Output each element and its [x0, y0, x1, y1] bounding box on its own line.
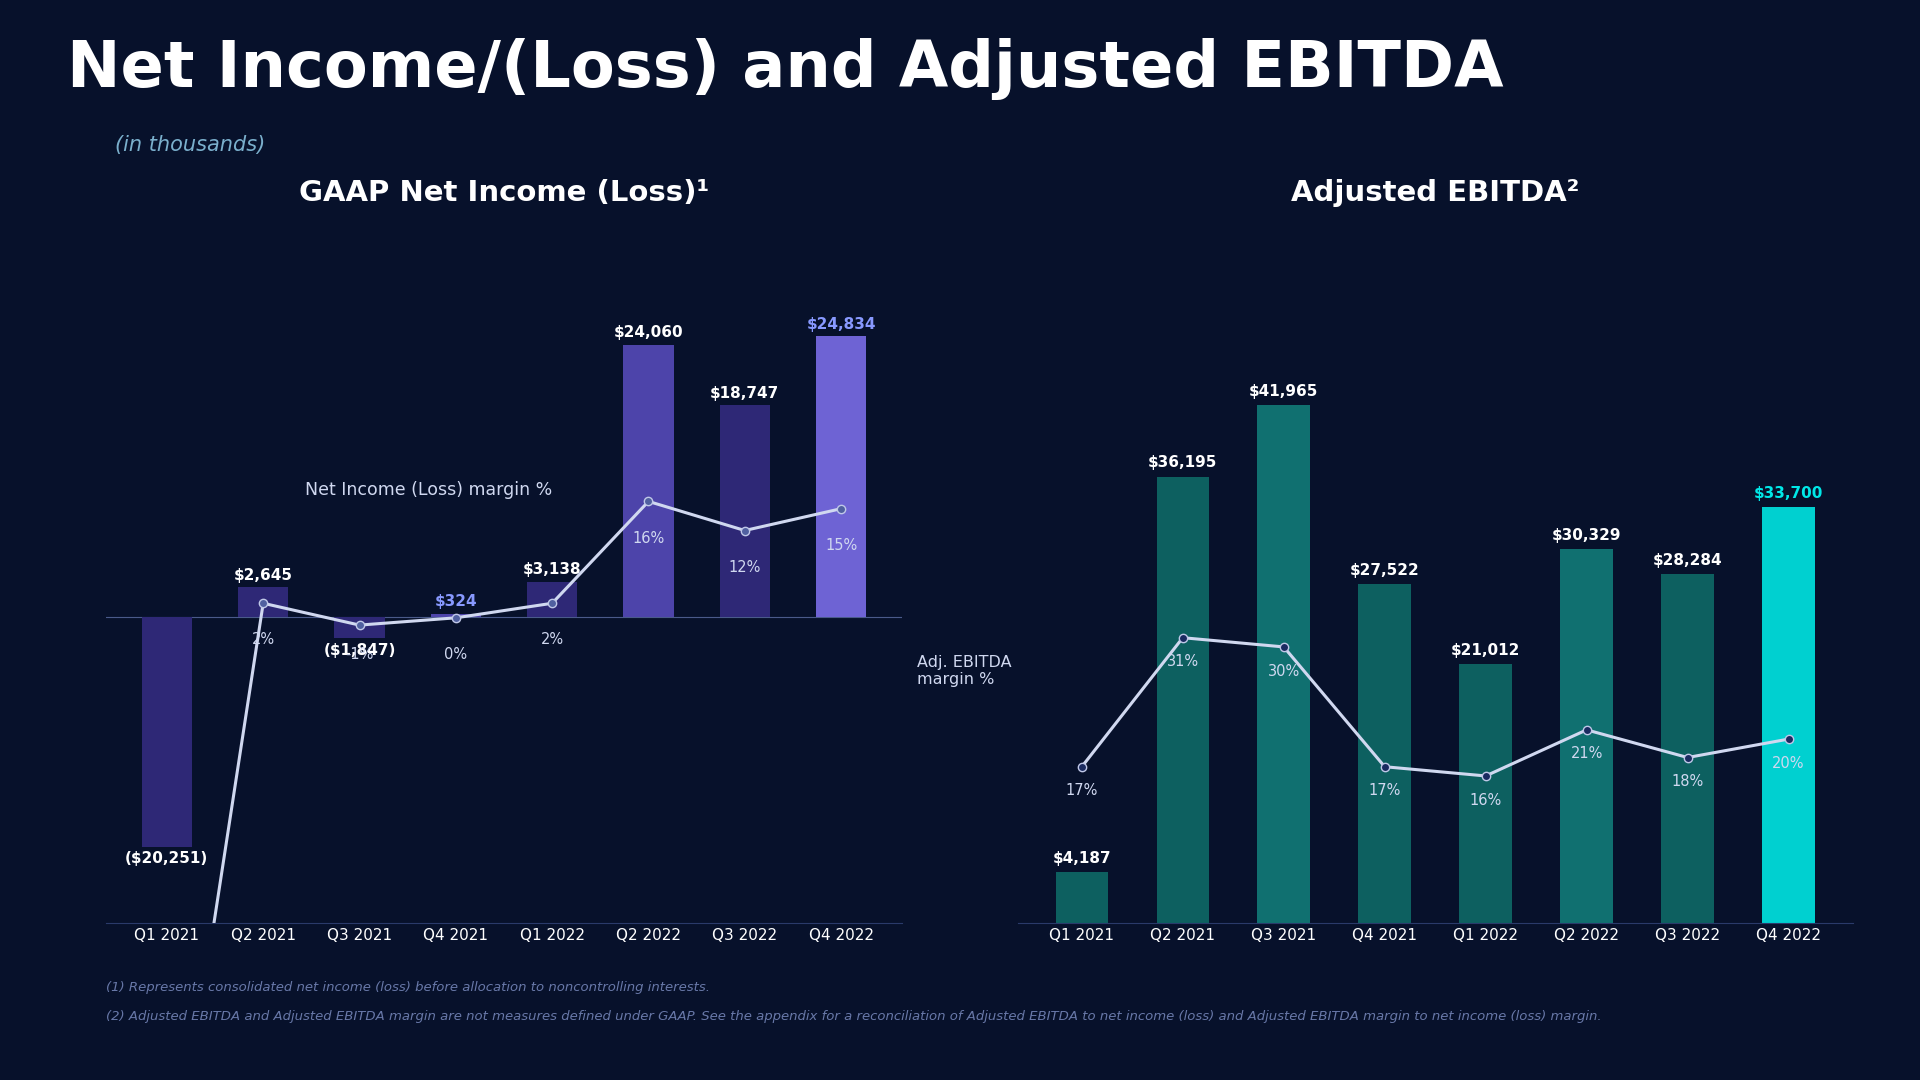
Text: Adj. EBITDA
margin %: Adj. EBITDA margin %: [918, 654, 1012, 687]
Text: $4,187: $4,187: [1052, 851, 1112, 865]
Text: (1) Represents consolidated net income (loss) before allocation to noncontrollin: (1) Represents consolidated net income (…: [106, 981, 710, 994]
Text: $24,060: $24,060: [614, 325, 684, 340]
Text: 2%: 2%: [541, 633, 564, 647]
Bar: [334, 618, 384, 638]
Text: $33,700: $33,700: [1753, 486, 1824, 501]
Text: $28,284: $28,284: [1653, 553, 1722, 568]
Bar: [528, 582, 578, 618]
Text: $3,138: $3,138: [522, 563, 582, 578]
Bar: [430, 613, 480, 618]
Text: Adjusted EBITDA²: Adjusted EBITDA²: [1290, 179, 1580, 207]
Text: $2,645: $2,645: [234, 568, 292, 583]
Text: GAAP Net Income (Loss)¹: GAAP Net Income (Loss)¹: [300, 179, 708, 207]
Text: 15%: 15%: [826, 538, 856, 553]
Text: $21,012: $21,012: [1452, 643, 1521, 658]
Text: 12%: 12%: [728, 559, 760, 575]
Text: 2%: 2%: [252, 633, 275, 647]
Text: (2) Adjusted EBITDA and Adjusted EBITDA margin are not measures defined under GA: (2) Adjusted EBITDA and Adjusted EBITDA …: [106, 1010, 1601, 1023]
Text: 16%: 16%: [1469, 793, 1501, 808]
Text: 31%: 31%: [1167, 654, 1198, 670]
Text: Net Income (Loss) margin %: Net Income (Loss) margin %: [305, 481, 553, 499]
Bar: [238, 588, 288, 618]
Text: ($20,251): ($20,251): [125, 851, 209, 866]
Text: 17%: 17%: [1369, 783, 1402, 798]
Bar: [1459, 664, 1511, 923]
Bar: [624, 345, 674, 618]
Bar: [1156, 476, 1210, 923]
Text: 30%: 30%: [1267, 663, 1300, 678]
Bar: [1056, 872, 1108, 923]
Text: Net Income/(Loss) and Adjusted EBITDA: Net Income/(Loss) and Adjusted EBITDA: [67, 38, 1503, 99]
Bar: [1561, 549, 1613, 923]
Text: 20%: 20%: [1772, 756, 1805, 771]
Bar: [1258, 405, 1309, 923]
Text: 21%: 21%: [1571, 746, 1603, 761]
Text: 17%: 17%: [1066, 783, 1098, 798]
Bar: [1359, 583, 1411, 923]
Text: 18%: 18%: [1672, 774, 1703, 789]
Text: -1%: -1%: [346, 647, 374, 662]
Bar: [1763, 508, 1814, 923]
Text: $41,965: $41,965: [1250, 384, 1319, 400]
Bar: [142, 618, 192, 847]
Text: $18,747: $18,747: [710, 386, 780, 401]
Text: (in thousands): (in thousands): [115, 135, 265, 156]
Bar: [816, 336, 866, 618]
Text: $24,834: $24,834: [806, 316, 876, 332]
Text: 16%: 16%: [632, 530, 664, 545]
Text: $27,522: $27,522: [1350, 563, 1419, 578]
Text: $324: $324: [434, 594, 478, 609]
Text: $36,195: $36,195: [1148, 456, 1217, 471]
Bar: [720, 405, 770, 618]
Bar: [1661, 575, 1715, 923]
Text: $30,329: $30,329: [1551, 528, 1620, 543]
Text: ($1,847): ($1,847): [323, 643, 396, 658]
Text: 0%: 0%: [444, 647, 467, 662]
